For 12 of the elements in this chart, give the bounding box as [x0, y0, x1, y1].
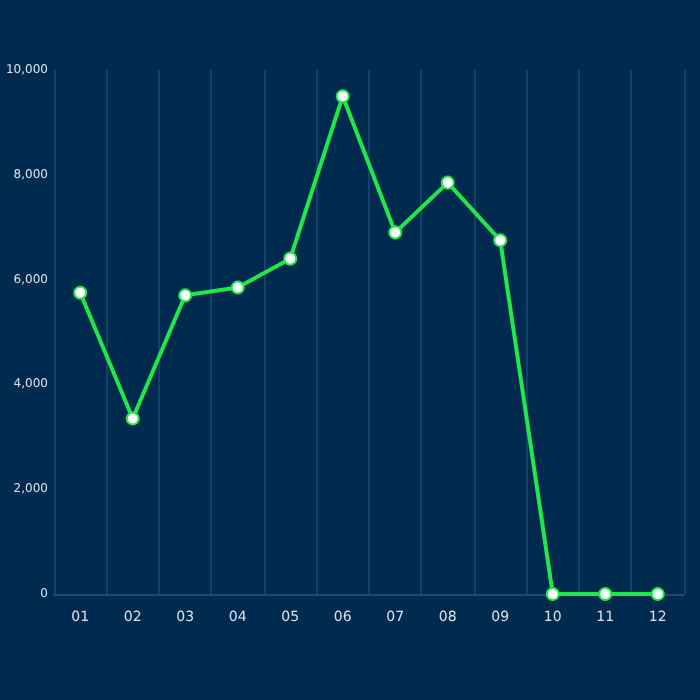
point: [598, 587, 613, 601]
point: [335, 89, 350, 104]
point: [178, 288, 193, 303]
point: [388, 225, 403, 240]
point: [125, 411, 140, 426]
point: [230, 280, 245, 295]
point: [440, 175, 455, 190]
point: [73, 285, 88, 300]
point: [545, 587, 560, 601]
point: [493, 233, 508, 248]
point: [283, 251, 298, 266]
point: [650, 587, 665, 601]
